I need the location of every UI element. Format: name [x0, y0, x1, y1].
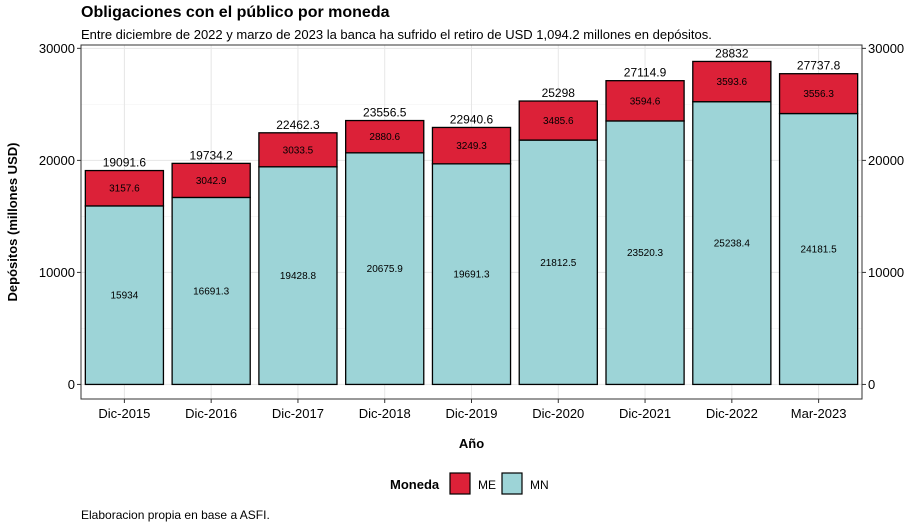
x-tick-label: Dic-2017 [272, 406, 324, 421]
total-label: 27737.8 [797, 59, 841, 73]
y-tick-label-left: 10000 [39, 265, 75, 280]
data-label-me: 3485.6 [543, 116, 574, 127]
total-label: 23556.5 [363, 106, 407, 120]
bar-mn [258, 166, 338, 386]
bar-me [431, 126, 512, 165]
data-label-mn: 25238.4 [714, 239, 751, 250]
legend-key-me [449, 472, 471, 495]
y-tick-label-left: 30000 [39, 41, 75, 56]
data-label-me: 3033.5 [283, 145, 314, 156]
total-label: 22940.6 [450, 112, 494, 126]
y-tick-label-right: 20000 [868, 153, 904, 168]
data-label-mn: 19691.3 [453, 270, 490, 281]
x-tick-label: Dic-2018 [359, 406, 411, 421]
legend: Moneda ME MN [390, 472, 549, 495]
bar-me [778, 73, 859, 115]
data-label-mn: 16691.3 [193, 286, 230, 297]
total-label: 27114.9 [624, 66, 667, 80]
y-tick-label-right: 0 [868, 377, 875, 392]
bar-mn [518, 139, 598, 386]
data-label-me: 3042.9 [196, 176, 227, 187]
data-label-mn: 24181.5 [801, 244, 838, 255]
data-label-me: 3157.6 [109, 184, 140, 195]
total-label: 22462.3 [276, 118, 320, 132]
chart-title: Obligaciones con el público por moneda [81, 4, 390, 21]
legend-label-me: ME [478, 478, 496, 492]
bar-mn [345, 152, 425, 386]
chart-caption: Elaboracion propia en base a ASFI. [81, 508, 270, 522]
total-label: 25298 [542, 86, 576, 100]
x-tick-label: Dic-2016 [185, 406, 237, 421]
data-label-mn: 21812.5 [540, 258, 577, 269]
x-tick-label: Dic-2020 [532, 406, 584, 421]
legend-key-mn [501, 472, 523, 495]
bar-mn [692, 101, 772, 386]
legend-label-mn: MN [530, 478, 549, 492]
data-label-me: 3593.6 [717, 77, 748, 88]
bar-me [692, 60, 772, 103]
x-tick-label: Dic-2019 [445, 406, 497, 421]
bar-me [258, 132, 338, 168]
data-label-me: 3594.6 [630, 96, 661, 107]
bar-mn [605, 120, 685, 386]
bar-mn [171, 196, 251, 386]
y-tick-label-left: 0 [68, 377, 75, 392]
x-axis-title: Año [459, 436, 484, 451]
legend-title: Moneda [390, 477, 440, 492]
bar-me [171, 162, 251, 199]
data-label-mn: 15934 [110, 291, 138, 302]
total-label: 28832 [715, 46, 749, 60]
bar-me [345, 119, 425, 154]
x-tick-label: Mar-2023 [791, 406, 847, 421]
data-label-mn: 19428.8 [280, 271, 317, 282]
data-label-me: 2880.6 [369, 132, 400, 143]
bar-mn [778, 112, 859, 386]
y-tick-label-right: 30000 [868, 41, 904, 56]
bar-me [605, 80, 685, 122]
bar-me [84, 169, 165, 207]
data-label-me: 3249.3 [456, 141, 487, 152]
y-axis-title: Depósitos (millones USD) [5, 143, 20, 302]
data-label-mn: 20675.9 [367, 264, 404, 275]
bar-mn [84, 205, 165, 386]
x-tick-label: Dic-2021 [619, 406, 671, 421]
y-tick-label-right: 10000 [868, 265, 904, 280]
y-tick-label-left: 20000 [39, 153, 75, 168]
chart-subtitle: Entre diciembre de 2022 y marzo de 2023 … [81, 27, 712, 42]
x-tick-label: Dic-2022 [706, 406, 758, 421]
bar-mn [431, 163, 512, 386]
data-label-mn: 23520.3 [627, 248, 664, 259]
x-tick-label: Dic-2015 [98, 406, 150, 421]
data-label-me: 3556.3 [803, 89, 834, 100]
total-label: 19091.6 [103, 156, 147, 170]
bar-me [518, 100, 598, 141]
total-label: 19734.2 [189, 148, 233, 162]
